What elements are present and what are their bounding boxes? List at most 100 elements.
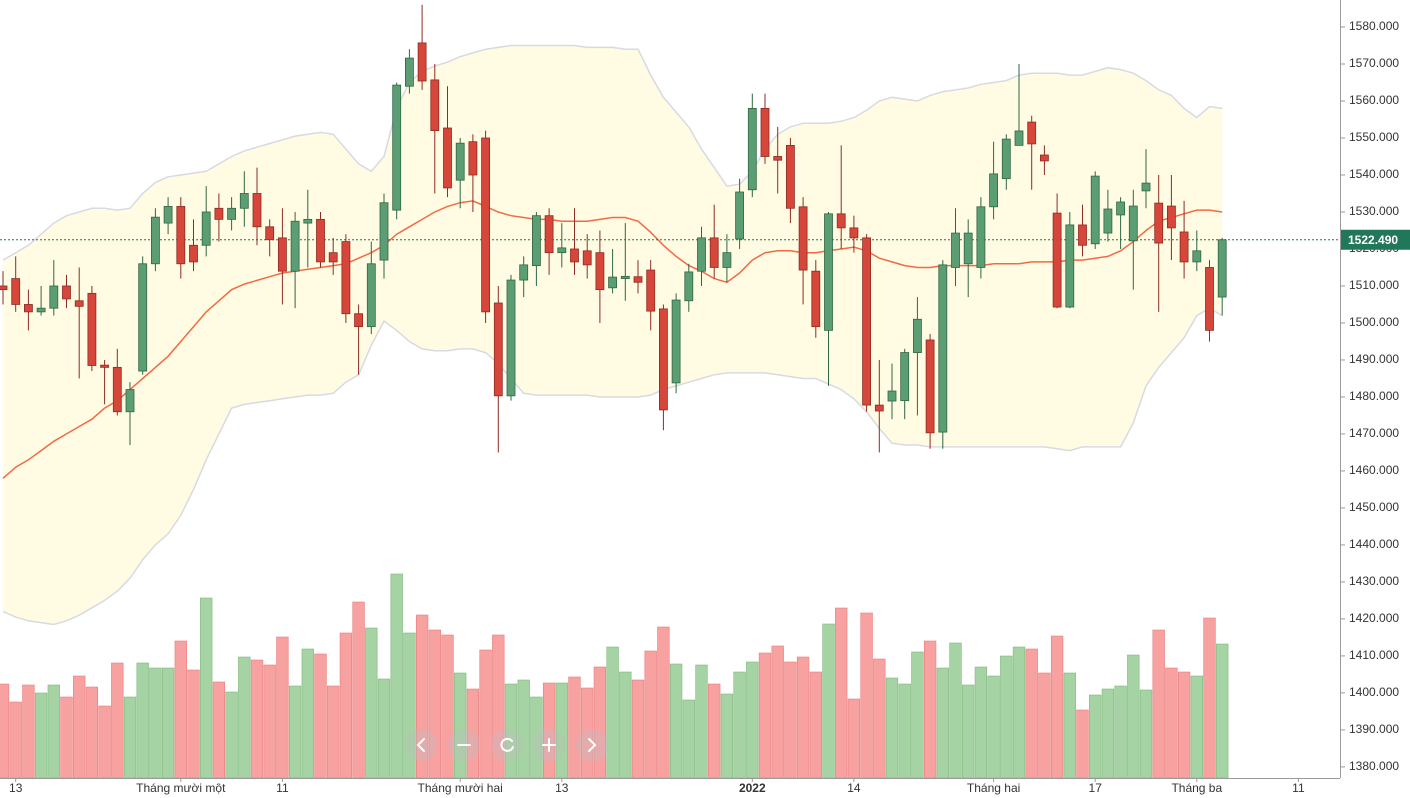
- volume-bar: [1177, 671, 1191, 779]
- volume-bar: [593, 666, 607, 779]
- x-tick-label: Tháng ba: [1171, 781, 1222, 795]
- candle-body: [798, 206, 808, 271]
- volume-bar: [1038, 672, 1051, 779]
- candle-body: [328, 252, 338, 263]
- volume-bar: [123, 696, 137, 779]
- candle-body: [659, 308, 668, 411]
- y-tick-label: 1560.000: [1349, 93, 1399, 107]
- candle-body: [379, 202, 389, 261]
- x-tick-label: Tháng mười một: [136, 781, 226, 795]
- volume-bar: [720, 693, 734, 779]
- x-tick-label: 17: [1089, 781, 1103, 795]
- candle-body: [773, 156, 783, 161]
- volume-bar: [339, 632, 353, 779]
- volume-bar: [1025, 648, 1038, 779]
- volume-layer: [0, 573, 1229, 779]
- candle-body: [557, 247, 567, 254]
- y-tick-label: 1430.000: [1349, 574, 1399, 588]
- candle-body: [760, 107, 770, 157]
- volume-bar: [1165, 667, 1178, 779]
- candle-body: [544, 215, 554, 254]
- candle-body: [1090, 175, 1100, 245]
- volume-bar: [352, 601, 365, 779]
- candle-body: [366, 263, 376, 328]
- y-tick-label: 1570.000: [1349, 56, 1399, 70]
- candle-body: [506, 279, 516, 397]
- x-tick-label: 2022: [739, 781, 766, 795]
- volume-bar: [936, 667, 949, 779]
- volume-bar: [60, 696, 73, 779]
- candle-body: [976, 206, 986, 268]
- reset-button[interactable]: [491, 729, 523, 761]
- y-tick-label: 1460.000: [1349, 463, 1399, 477]
- volume-bar: [695, 664, 708, 779]
- volume-bar: [784, 661, 797, 779]
- candle-body: [735, 191, 744, 240]
- zoom-in-button[interactable]: [533, 729, 565, 761]
- candle-body: [481, 137, 491, 313]
- candle-layer: [0, 4, 1227, 453]
- y-tick-label: 1530.000: [1349, 204, 1399, 218]
- candle-body: [316, 218, 325, 263]
- candle-body: [443, 127, 452, 189]
- y-tick-label: 1410.000: [1349, 648, 1399, 662]
- candle-body: [913, 318, 922, 353]
- volume-bar: [47, 684, 60, 779]
- volume-bar: [454, 672, 467, 779]
- candle-body: [493, 302, 503, 397]
- volume-bar: [873, 658, 886, 779]
- candle-body: [23, 304, 33, 313]
- x-tick-label: 14: [847, 781, 861, 795]
- candle-body: [1014, 130, 1024, 146]
- volume-bar: [822, 623, 835, 779]
- volume-bar: [1216, 643, 1229, 779]
- candle-body: [1103, 208, 1113, 234]
- candle-body: [239, 193, 249, 209]
- volume-bar: [669, 663, 683, 779]
- zoom-out-button[interactable]: [448, 729, 480, 761]
- candle-body: [1141, 182, 1151, 192]
- volume-bar: [1114, 685, 1127, 779]
- candle-body: [595, 252, 605, 291]
- y-tick-label: 1450.000: [1349, 500, 1399, 514]
- candle-body: [36, 307, 46, 313]
- y-tick-label: 1510.000: [1349, 278, 1399, 292]
- candle-body: [430, 79, 440, 131]
- candle-body: [354, 313, 364, 328]
- candle-body: [697, 237, 706, 272]
- volume-bar: [606, 646, 619, 779]
- candle-body: [150, 216, 160, 265]
- candle-body: [1192, 250, 1202, 263]
- candle-body: [646, 269, 656, 312]
- volume-bar: [200, 597, 213, 779]
- x-tick-label: Tháng mười hai: [418, 781, 503, 795]
- candle-body: [1179, 231, 1189, 263]
- volume-bar: [974, 666, 988, 779]
- volume-bar: [657, 626, 670, 779]
- x-tick-label: 11: [276, 781, 289, 795]
- candle-body: [1078, 224, 1087, 246]
- candle-body: [1167, 205, 1176, 229]
- volume-bar: [1012, 646, 1026, 779]
- volume-bar: [73, 675, 86, 779]
- candle-body: [468, 141, 478, 176]
- x-tick-label: Tháng hai: [967, 781, 1020, 795]
- candle-body: [49, 285, 59, 309]
- last-price-tag: [1341, 229, 1410, 250]
- scroll-left-button[interactable]: [405, 729, 437, 761]
- bollinger-lower: [2, 307, 1223, 626]
- x-tick-label: 13: [9, 781, 23, 795]
- volume-bar: [301, 648, 314, 779]
- scroll-right-button[interactable]: [576, 729, 608, 761]
- candle-body: [963, 232, 973, 265]
- volume-bar: [885, 677, 899, 779]
- candle-body: [392, 84, 402, 211]
- candle-body: [138, 263, 148, 372]
- candle-body: [227, 207, 237, 220]
- volume-bar: [1152, 629, 1165, 779]
- volume-bar: [149, 667, 162, 779]
- candle-body: [100, 364, 109, 368]
